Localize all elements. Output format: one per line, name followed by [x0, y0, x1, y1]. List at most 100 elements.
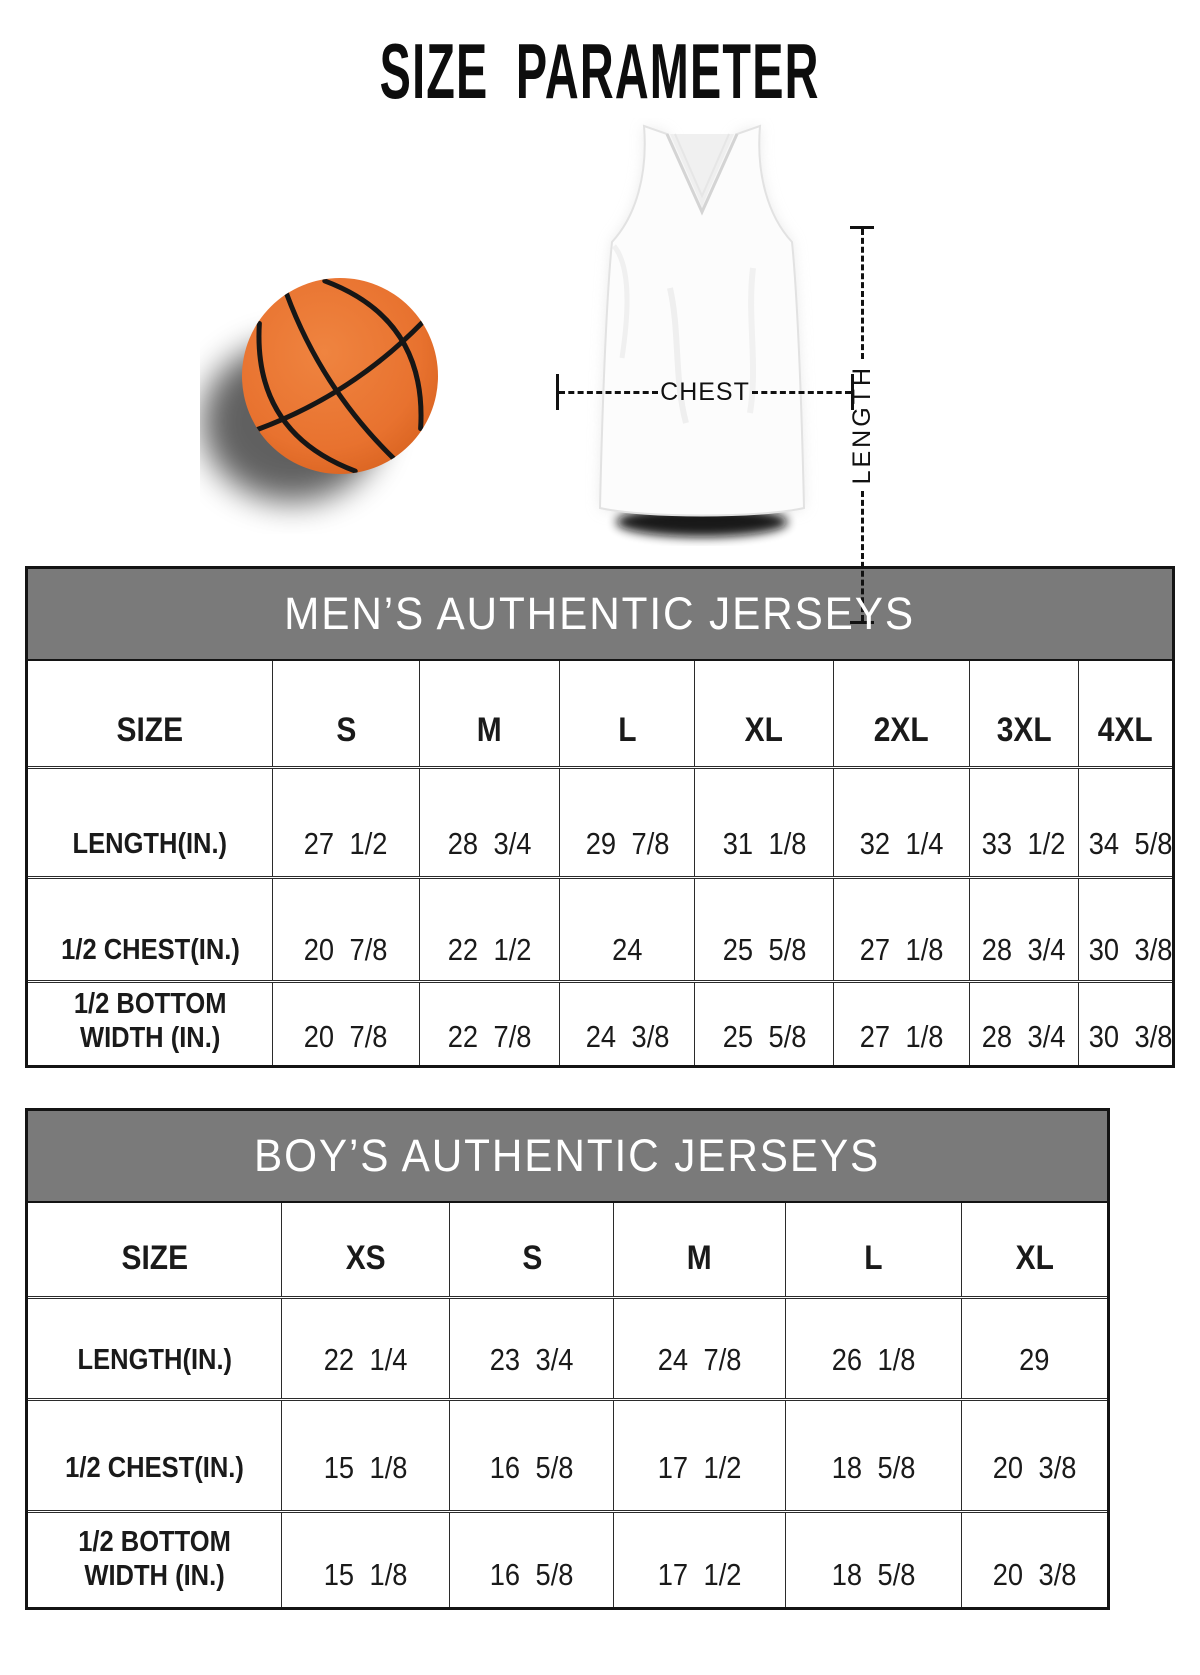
size-value: 33 1/2	[981, 825, 1066, 861]
header-label: S	[521, 1238, 542, 1277]
boys-chest-row: 1/2 CHEST(IN.) 15 1/8 16 5/8 17 1/2 18 5…	[28, 1397, 1107, 1511]
size-value: 25 5/8	[722, 1019, 807, 1054]
header-label: M	[687, 1238, 713, 1277]
value-cell: 25 5/8	[694, 875, 834, 981]
size-value: 20 3/8	[992, 1449, 1077, 1485]
header-label: 3XL	[996, 710, 1052, 749]
header-label: 2XL	[873, 710, 929, 749]
mens-header-row: SIZE S M L XL 2XL 3XL 4XL	[28, 661, 1172, 767]
row-label: 1/2 CHEST(IN.)	[65, 1452, 244, 1485]
size-value: 34 5/8	[1088, 825, 1173, 861]
jersey-vneck-trim	[665, 133, 739, 216]
row-label-cell: 1/2 BOTTOM WIDTH (IN.)	[28, 979, 273, 1065]
size-value: 24	[612, 931, 643, 967]
chest-tick-right	[851, 374, 855, 410]
title-bar: SIZE PARAMETER	[0, 0, 1200, 115]
size-value: 27 1/8	[859, 931, 944, 967]
value-cell: 23 3/4	[449, 1295, 614, 1399]
value-cell: 20 3/8	[960, 1509, 1107, 1607]
size-value: 30 3/8	[1088, 1019, 1173, 1054]
size-value: 28 3/4	[981, 1019, 1066, 1054]
value-cell: 30 3/8	[1077, 875, 1173, 981]
basketball-icon	[202, 278, 438, 502]
size-value: 16 5/8	[489, 1557, 574, 1592]
length-dash-top	[860, 229, 864, 360]
size-value: 22 1/2	[447, 931, 532, 967]
value-cell: 24 7/8	[613, 1295, 786, 1399]
value-cell: 17 1/2	[613, 1397, 786, 1511]
size-value: 28 3/4	[447, 825, 532, 861]
value-cell: 29 7/8	[559, 765, 695, 877]
header-cell: XS	[281, 1203, 450, 1297]
value-cell: 26 1/8	[784, 1295, 962, 1399]
size-value: 29	[1019, 1341, 1050, 1377]
value-cell: 15 1/8	[281, 1509, 450, 1607]
header-cell: SIZE	[28, 661, 273, 767]
value-cell: 30 3/8	[1077, 979, 1173, 1065]
boys-bottom-width-row: 1/2 BOTTOM WIDTH (IN.) 15 1/8 16 5/8 17 …	[28, 1509, 1107, 1607]
size-value: 31 1/8	[722, 825, 807, 861]
size-value: 20 3/8	[992, 1557, 1077, 1592]
value-cell: 15 1/8	[281, 1397, 450, 1511]
mens-table-header-band: MEN’S AUTHENTIC JERSEYS	[28, 569, 1172, 661]
size-value: 22 7/8	[447, 1019, 532, 1054]
value-cell: 20 7/8	[272, 875, 420, 981]
value-cell: 18 5/8	[784, 1397, 962, 1511]
jersey-vneck-inner	[674, 133, 730, 199]
mens-size-table: MEN’S AUTHENTIC JERSEYS SIZE S M L XL 2X…	[25, 566, 1175, 1068]
boys-table-grid: SIZE XS S M L XL LENGTH(IN.) 22 1/4 23 3…	[28, 1203, 1107, 1607]
size-value: 28 3/4	[981, 931, 1066, 967]
size-value: 23 3/4	[489, 1341, 574, 1377]
boys-table-title: BOY’S AUTHENTIC JERSEYS	[254, 1130, 881, 1181]
size-value: 24 3/8	[585, 1019, 670, 1054]
value-cell: 34 5/8	[1077, 765, 1173, 877]
header-cell: M	[418, 661, 560, 767]
size-diagram: CHEST LENGTH	[0, 104, 1200, 624]
size-value: 24 7/8	[657, 1341, 742, 1377]
value-cell: 27 1/8	[832, 875, 970, 981]
mens-table-title: MEN’S AUTHENTIC JERSEYS	[284, 588, 916, 639]
value-cell: 16 5/8	[449, 1397, 614, 1511]
header-cell: 3XL	[968, 661, 1079, 767]
header-label: L	[864, 1238, 883, 1277]
size-value: 16 5/8	[489, 1449, 574, 1485]
row-label: 1/2 CHEST(IN.)	[60, 934, 240, 967]
row-label: 1/2 BOTTOM WIDTH (IN.)	[73, 988, 227, 1054]
mens-chest-row: 1/2 CHEST(IN.) 20 7/8 22 1/2 24 25 5/8 2…	[28, 875, 1173, 981]
ball-seams	[255, 278, 425, 474]
jersey-fold-right	[747, 267, 757, 414]
value-cell: 17 1/2	[613, 1509, 786, 1607]
header-label: S	[336, 710, 356, 749]
size-value: 15 1/8	[323, 1449, 408, 1485]
value-cell: 27 1/2	[272, 765, 420, 877]
value-cell: 25 5/8	[694, 979, 834, 1065]
chest-dash-left	[559, 390, 659, 394]
size-value: 30 3/8	[1088, 931, 1173, 967]
chest-label: CHEST	[660, 377, 750, 406]
value-cell: 20 3/8	[960, 1397, 1107, 1511]
boys-table-header-band: BOY’S AUTHENTIC JERSEYS	[28, 1111, 1107, 1203]
row-label-cell: 1/2 BOTTOM WIDTH (IN.)	[28, 1509, 282, 1607]
value-cell: 16 5/8	[449, 1509, 614, 1607]
header-label: 4XL	[1097, 710, 1153, 749]
size-value: 26 1/8	[831, 1341, 916, 1377]
size-value: 17 1/2	[657, 1557, 742, 1592]
header-label: SIZE	[116, 710, 184, 749]
header-cell: 2XL	[832, 661, 970, 767]
value-cell: 22 1/2	[418, 875, 560, 981]
size-value: 32 1/4	[859, 825, 944, 861]
length-dash-bottom	[860, 490, 864, 621]
value-cell: 29	[960, 1295, 1107, 1399]
value-cell: 28 3/4	[968, 979, 1079, 1065]
row-label: 1/2 BOTTOM WIDTH (IN.)	[78, 1526, 231, 1592]
chest-tick-left	[556, 374, 559, 410]
value-cell: 24 3/8	[559, 979, 695, 1065]
jersey-fold-left	[667, 287, 689, 424]
size-value: 27 1/2	[304, 825, 388, 861]
row-label-cell: LENGTH(IN.)	[28, 1295, 282, 1399]
value-cell: 28 3/4	[968, 875, 1079, 981]
length-measure-line: LENGTH	[842, 226, 882, 624]
header-cell: SIZE	[28, 1203, 282, 1297]
header-label: XL	[745, 710, 784, 749]
value-cell: 32 1/4	[832, 765, 970, 877]
